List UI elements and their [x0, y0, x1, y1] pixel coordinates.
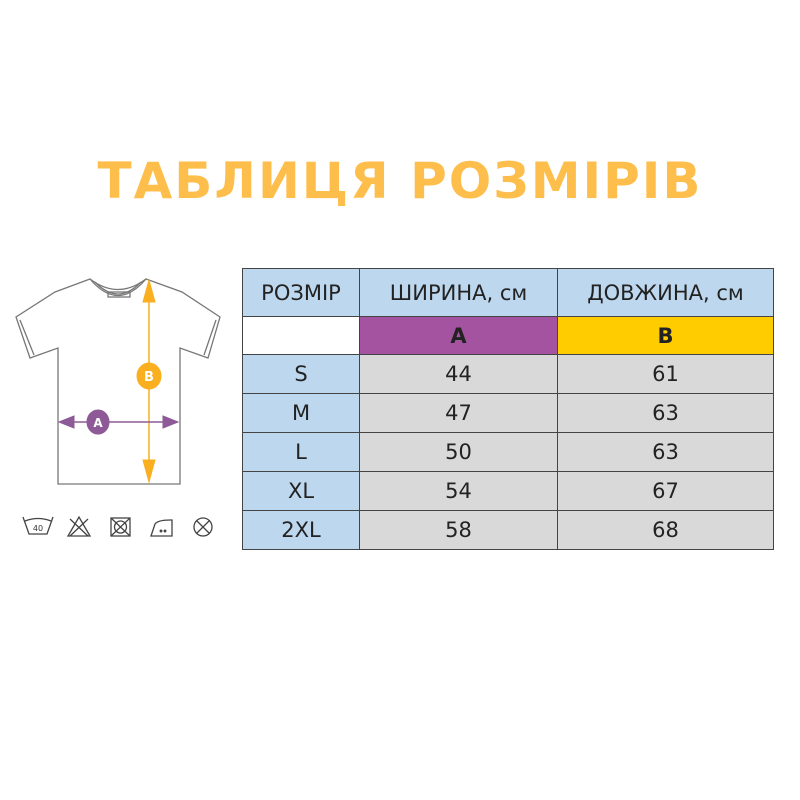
table-row: M 47 63: [242, 393, 774, 433]
wash-40-icon: 40: [22, 516, 54, 535]
tshirt-diagram: B A 40: [15, 278, 221, 537]
iron-low-icon: [150, 519, 173, 537]
size-cell: 2XL: [242, 510, 360, 550]
header-row: РОЗМІР ШИРИНА, см ДОВЖИНА, см: [242, 268, 774, 317]
size-cell: M: [242, 393, 360, 433]
table-row: XL 54 67: [242, 471, 774, 511]
length-cell: 67: [557, 471, 774, 511]
width-cell: 54: [359, 471, 558, 511]
length-cell: 68: [557, 510, 774, 550]
header-width: ШИРИНА, см: [359, 268, 558, 317]
page-title: ТАБЛИЦЯ РОЗМІРІВ: [97, 152, 703, 210]
table-row: 2XL 58 68: [242, 510, 774, 550]
size-cell: L: [242, 432, 360, 472]
size-cell: S: [242, 354, 360, 394]
width-cell: 47: [359, 393, 558, 433]
length-cell: 63: [557, 393, 774, 433]
length-cell: 61: [557, 354, 774, 394]
width-cell: 50: [359, 432, 558, 472]
size-cell: XL: [242, 471, 360, 511]
label-b: B: [557, 316, 774, 355]
table-row: S 44 61: [242, 354, 774, 394]
width-a-arrow: [57, 409, 180, 435]
header-size: РОЗМІР: [242, 268, 360, 317]
size-table: РОЗМІР ШИРИНА, см ДОВЖИНА, см A B S 44 61 …: [242, 268, 774, 550]
no-tumble-dry-icon: [110, 517, 131, 537]
label-row: A B: [242, 316, 774, 355]
label-empty: [242, 316, 360, 355]
width-cell: 58: [359, 510, 558, 550]
marker-b: B: [144, 370, 154, 385]
no-bleach-icon: [66, 515, 92, 537]
table-row: L 50 63: [242, 432, 774, 472]
length-cell: 63: [557, 432, 774, 472]
svg-text:40: 40: [33, 524, 43, 533]
marker-a: A: [93, 416, 103, 430]
width-cell: 44: [359, 354, 558, 394]
no-dry-clean-icon: [193, 517, 213, 537]
header-length: ДОВЖИНА, см: [557, 268, 774, 317]
length-b-arrow: [136, 278, 162, 484]
label-a: A: [359, 316, 558, 355]
